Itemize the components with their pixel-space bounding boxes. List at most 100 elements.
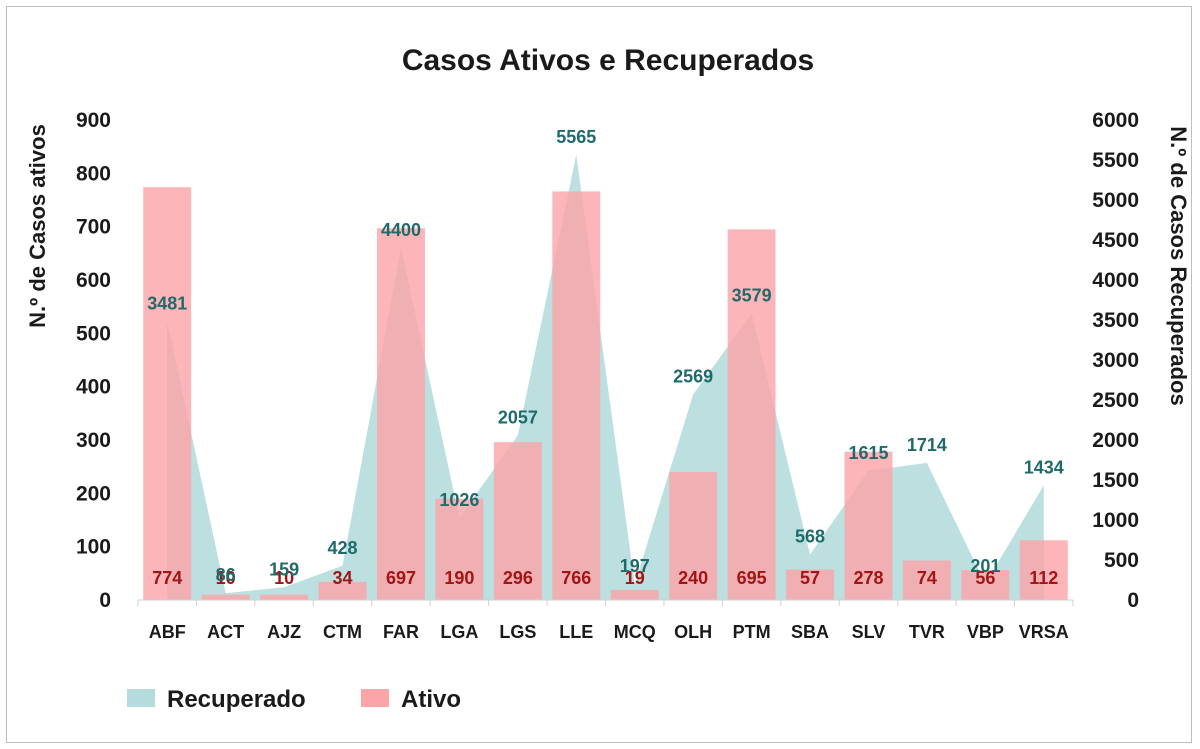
legend-label-ativo: Ativo <box>401 686 461 713</box>
ativo-data-label: 697 <box>386 568 416 588</box>
bar-ativo-mcq <box>610 589 659 600</box>
bar-ativo-ajz <box>260 594 309 600</box>
area-recuperado <box>167 154 1044 601</box>
y-right-tick-label: 2000 <box>1092 429 1139 452</box>
bar-ativo-slv <box>844 451 893 600</box>
y-left-tick-label: 400 <box>76 376 111 399</box>
y-left-tick-label: 500 <box>76 322 111 345</box>
recuperado-data-label: 2569 <box>673 366 713 386</box>
x-category-label: PTM <box>733 622 771 642</box>
data-labels: 774 10 10 34 697 190 296 766 19 240 695 57 278 74 56 11… <box>147 127 1064 588</box>
x-category-label: LGS <box>499 622 536 642</box>
legend-swatch-recuperado <box>127 689 155 707</box>
x-category-label: LGA <box>440 622 478 642</box>
ativo-data-label: 695 <box>737 568 767 588</box>
y-left-tick-label: 100 <box>76 536 111 559</box>
y-right-tick-label: 3000 <box>1092 349 1139 372</box>
ativo-data-label: 19 <box>625 568 645 588</box>
y-right-tick-label: 4000 <box>1092 269 1139 292</box>
legend-label-recuperado: Recuperado <box>167 686 306 713</box>
bar-ativo-lgs <box>493 442 542 600</box>
recuperado-data-label: 201 <box>970 556 1000 576</box>
y-right-tick-label: 2500 <box>1092 389 1139 412</box>
recuperado-data-label: 428 <box>328 538 358 558</box>
axes-layer: 0 100 200 300 400 500 600 700 800 900 0 500 1000 1500… <box>76 109 1139 642</box>
ativo-data-label: 10 <box>274 568 294 588</box>
legend: Recuperado Ativo <box>127 686 461 713</box>
ativo-data-label: 296 <box>503 568 533 588</box>
legend-swatch-ativo <box>361 689 389 707</box>
bar-ativo-lle <box>552 191 601 600</box>
x-category-label: SLV <box>852 622 886 642</box>
x-category-label: CTM <box>323 622 362 642</box>
y-right-tick-label: 1000 <box>1092 509 1139 532</box>
x-category-label: OLH <box>674 622 712 642</box>
recuperado-data-label: 3481 <box>147 294 187 314</box>
ativo-data-label: 190 <box>444 568 474 588</box>
y-left-tick-label: 200 <box>76 482 111 505</box>
y-right-tick-label: 6000 <box>1092 109 1139 132</box>
bar-layer <box>143 187 1068 601</box>
recuperado-data-label: 1714 <box>907 435 947 455</box>
y-axis-left-title: N.º de Casos ativos <box>25 124 50 328</box>
x-category-label: ABF <box>149 622 186 642</box>
y-right-tick-label: 0 <box>1127 589 1139 612</box>
y-left-tick-label: 600 <box>76 269 111 292</box>
y-right-tick-label: 5000 <box>1092 189 1139 212</box>
ativo-data-label: 56 <box>975 568 995 588</box>
bar-ativo-tvr <box>902 560 951 600</box>
bar-ativo-lga <box>435 498 484 600</box>
y-left-tick-label: 300 <box>76 429 111 452</box>
x-category-label: AJZ <box>267 622 301 642</box>
area-layer <box>167 154 1044 601</box>
recuperado-data-label: 4400 <box>381 220 421 240</box>
y-right-tick-label: 5500 <box>1092 149 1139 172</box>
ativo-data-label: 278 <box>853 568 883 588</box>
x-category-label: ACT <box>207 622 244 642</box>
ativo-data-label: 112 <box>1029 568 1058 588</box>
bar-ativo-ptm <box>727 229 776 601</box>
bar-ativo-abf <box>143 187 192 600</box>
bar-ativo-far <box>377 228 425 600</box>
bar-ativo-act <box>201 594 250 600</box>
ativo-data-label: 240 <box>678 568 708 588</box>
chart-svg: Casos Ativos e Recuperados 0100200300400… <box>25 44 1191 713</box>
y-right-tick-label: 500 <box>1104 549 1139 572</box>
recuperado-data-label: 1434 <box>1024 457 1064 477</box>
ativo-data-label: 774 <box>152 568 182 588</box>
recuperado-data-label: 197 <box>620 556 650 576</box>
recuperado-data-label: 1615 <box>848 443 888 463</box>
y-left-tick-label: 0 <box>99 589 111 612</box>
ativo-data-label: 74 <box>917 568 937 588</box>
recuperado-data-label: 86 <box>216 565 236 585</box>
x-category-label: TVR <box>909 622 945 642</box>
ativo-data-label: 57 <box>800 568 820 588</box>
recuperado-data-label: 1026 <box>439 490 479 510</box>
ativo-data-label: 34 <box>333 568 353 588</box>
bar-ativo-sba <box>786 569 834 600</box>
ativo-data-label: 10 <box>216 568 236 588</box>
y-axis-right-title: N.º de Casos Recuperados <box>1166 126 1191 405</box>
x-category-label: SBA <box>791 622 829 642</box>
y-left-tick-label: 900 <box>76 109 111 132</box>
y-left-tick-label: 800 <box>76 162 111 185</box>
y-right-tick-label: 3500 <box>1092 309 1139 332</box>
x-category-label: VBP <box>967 622 1004 642</box>
ativo-data-label: 766 <box>561 568 591 588</box>
recuperado-data-label: 568 <box>795 527 825 547</box>
recuperado-data-label: 5565 <box>556 127 596 147</box>
bar-ativo-vbp <box>961 570 1010 600</box>
recuperado-data-label: 159 <box>269 559 299 579</box>
y-left-tick-label: 700 <box>76 216 111 239</box>
bar-ativo-vrsa <box>1019 540 1068 600</box>
y-right-tick-label: 4500 <box>1092 229 1139 252</box>
x-category-label: LLE <box>559 622 593 642</box>
chart-title: Casos Ativos e Recuperados <box>402 44 814 77</box>
recuperado-data-label: 2057 <box>498 407 538 427</box>
x-category-label: FAR <box>383 622 419 642</box>
chart-frame: Casos Ativos e Recuperados 0 100 200 300 400… <box>6 6 1192 743</box>
x-category-label: VRSA <box>1019 622 1069 642</box>
recuperado-data-label: 3579 <box>732 286 772 306</box>
bar-ativo-olh <box>669 472 718 600</box>
x-category-label: MCQ <box>614 622 656 642</box>
